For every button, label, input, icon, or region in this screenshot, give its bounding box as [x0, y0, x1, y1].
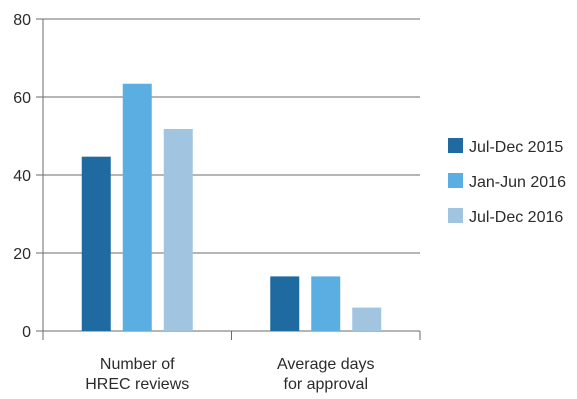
- bar: [163, 128, 193, 331]
- x-category-label: Average days: [277, 356, 375, 373]
- legend: Jul-Dec 2015 Jan-Jun 2016 Jul-Dec 2016: [448, 138, 566, 226]
- legend-label: Jan-Jun 2016: [469, 174, 566, 191]
- bar: [81, 156, 111, 331]
- bars: [81, 83, 382, 332]
- x-category-label: HREC reviews: [85, 376, 189, 393]
- bar: [270, 276, 300, 331]
- y-tick-label: 60: [13, 90, 31, 107]
- legend-swatch: [448, 173, 463, 188]
- legend-swatch: [448, 138, 463, 153]
- legend-label: Jul-Dec 2016: [469, 209, 563, 226]
- bar: [352, 307, 382, 331]
- y-tick-label: 80: [13, 12, 31, 29]
- bar: [122, 83, 152, 332]
- x-category-label: Number of: [100, 356, 175, 373]
- bar: [311, 276, 341, 331]
- y-tick-label: 0: [22, 324, 31, 341]
- x-category-label: for approval: [284, 376, 369, 393]
- legend-label: Jul-Dec 2015: [469, 139, 563, 156]
- labels: 0 20 40 60 80 Number of HREC reviews Average da…: [13, 12, 374, 393]
- y-tick-label: 20: [13, 246, 31, 263]
- y-tick-label: 40: [13, 168, 31, 185]
- legend-swatch: [448, 208, 463, 223]
